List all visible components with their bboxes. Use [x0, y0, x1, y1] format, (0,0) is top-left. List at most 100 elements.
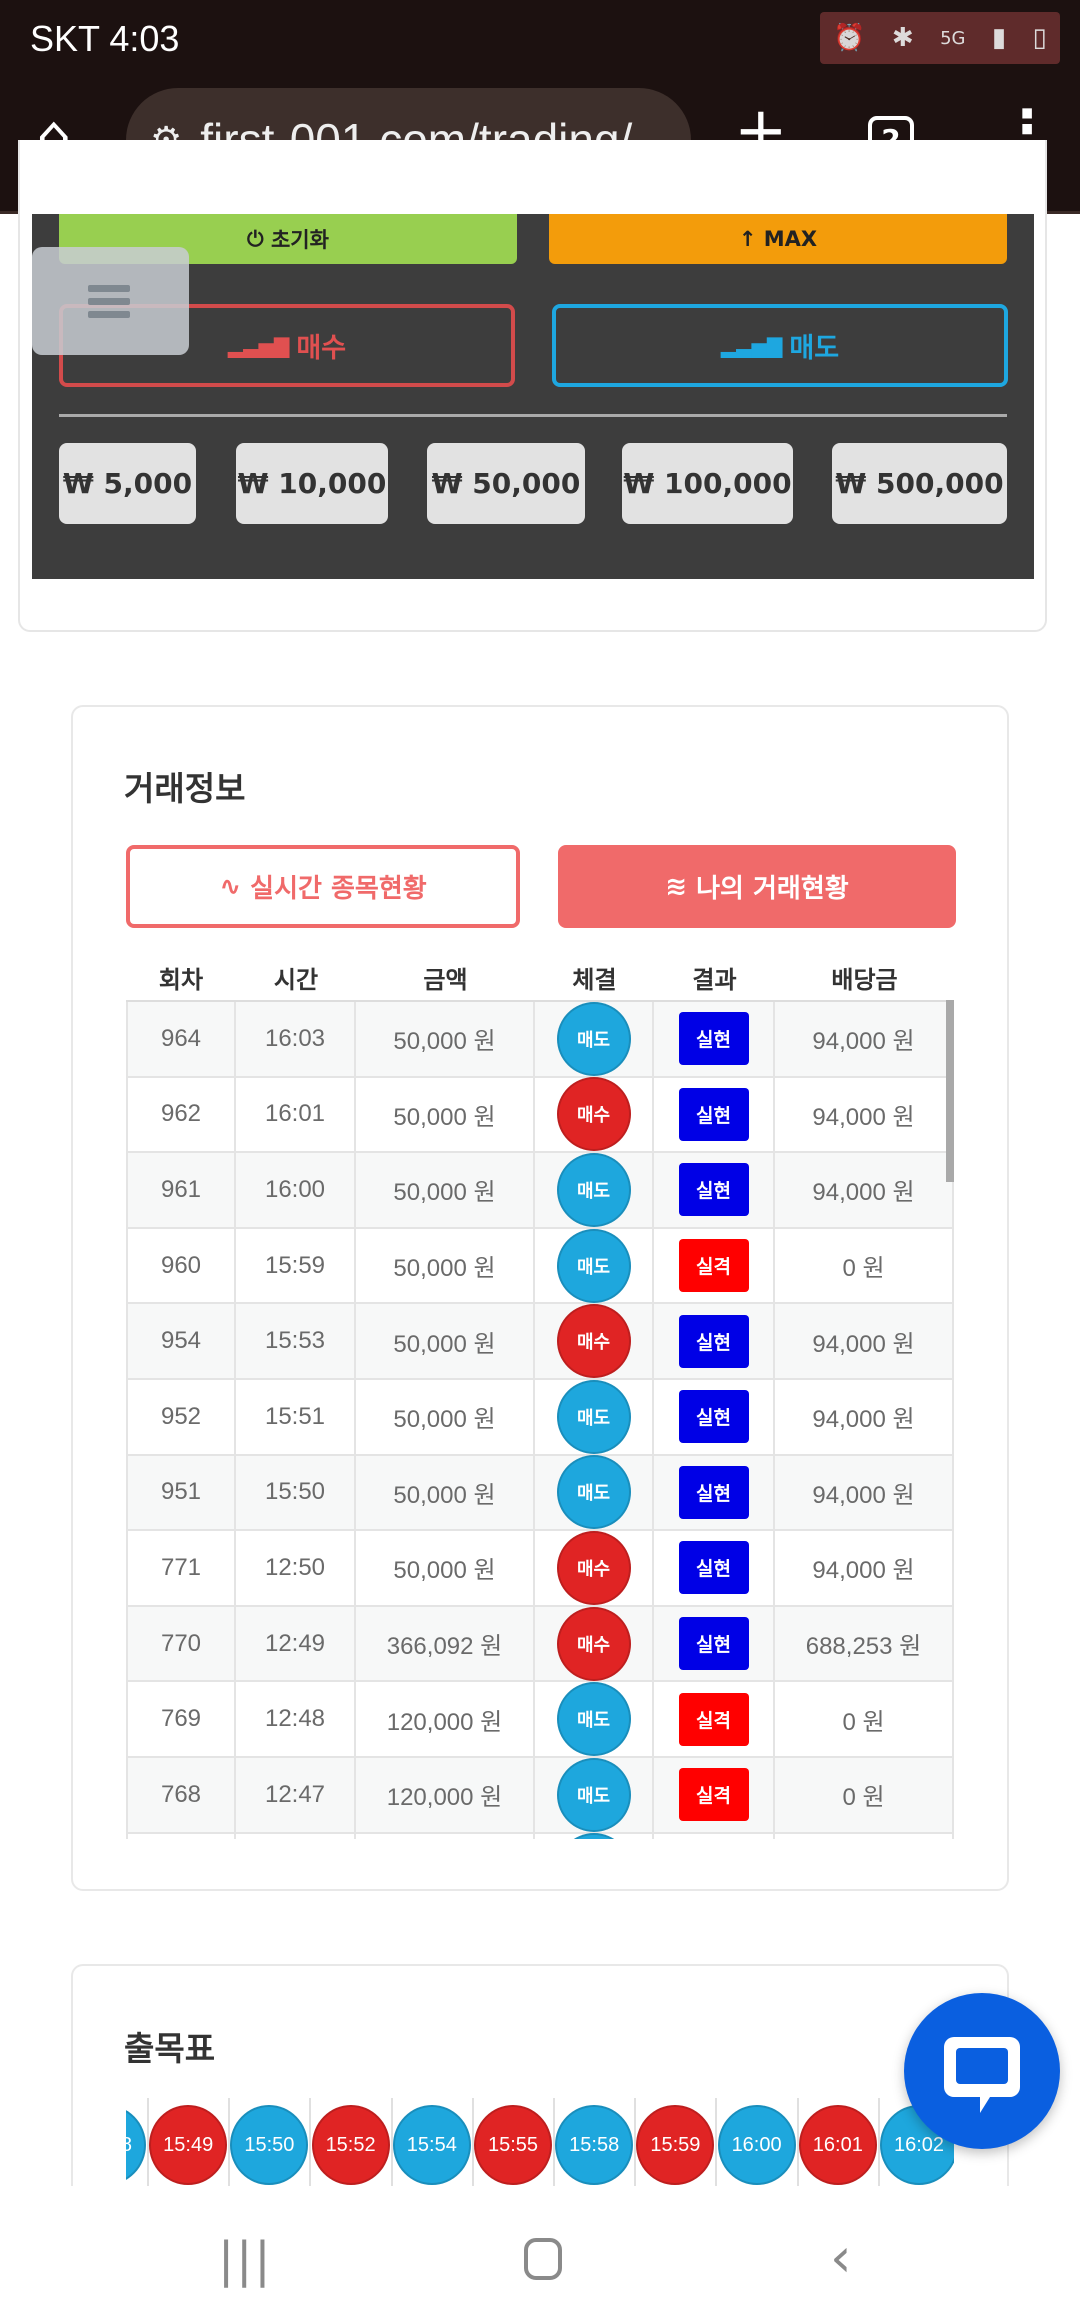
amount-button-50000[interactable]: ₩ 50,000 — [427, 443, 585, 524]
table-row — [126, 1833, 954, 1839]
table-row: 961 16:00 50,000 원 매도 실현 94,000 원 — [126, 1152, 954, 1229]
sell-badge — [556, 1833, 631, 1839]
divider — [59, 414, 1007, 417]
table-scrollbar[interactable] — [946, 1000, 954, 1182]
alarm-icon: ⏰ — [833, 23, 866, 53]
bead-table-grid[interactable]: 15:4815:4915:5015:5215:5415:5515:5815:59… — [126, 2098, 954, 2186]
column-header-result: 결과 — [692, 966, 737, 994]
cell-time: 15:53 — [236, 1304, 356, 1378]
cell-result: 실현 — [654, 1455, 775, 1530]
sell-button[interactable]: ▂▃▅▇ 매도 — [552, 304, 1008, 387]
cell-round: 960 — [126, 1228, 236, 1303]
status-icons: ⏰ ✱ 5G ▮ ▯ — [820, 12, 1060, 64]
table-row: 768 12:47 120,000 원 매도 실격 0 원 — [126, 1757, 954, 1834]
cell-payout: 94,000 원 — [775, 1002, 954, 1076]
signal-bars-icon: ▂▃▅▇ — [720, 333, 790, 358]
cell-amount: 366,092 원 — [356, 1606, 535, 1681]
table-row: 954 15:53 50,000 원 매수 실현 94,000 원 — [126, 1304, 954, 1380]
grid-line — [796, 2098, 799, 2186]
amount-button-10000[interactable]: ₩ 10,000 — [236, 443, 388, 524]
bead-buy: 15:52 — [311, 2105, 390, 2185]
cell-payout: 94,000 원 — [775, 1531, 954, 1605]
cell-amount: 50,000 원 — [356, 1304, 535, 1378]
amount-button-100000[interactable]: ₩ 100,000 — [622, 443, 793, 524]
cell-amount: 120,000 원 — [356, 1682, 535, 1756]
waves-icon: ≋ — [665, 871, 697, 902]
sell-badge: 매도 — [556, 1228, 631, 1303]
sell-badge: 매도 — [556, 1379, 631, 1454]
bluetooth-icon: ✱ — [891, 23, 914, 53]
chat-icon — [944, 2037, 1020, 2113]
trade-info-title: 거래정보 — [124, 769, 246, 808]
table-row: 769 12:48 120,000 원 매도 실격 0 원 — [126, 1682, 954, 1758]
result-badge: 실현 — [678, 1087, 749, 1141]
buy-badge: 매수 — [556, 1304, 631, 1379]
grid-line — [147, 2098, 149, 2186]
cell-time: 15:59 — [236, 1228, 356, 1303]
tab-realtime-status[interactable]: ∿ 실시간 종목현황 — [126, 845, 520, 928]
cell-time: 12:47 — [236, 1758, 356, 1832]
grid-line — [877, 2098, 880, 2186]
cell-amount: 50,000 원 — [356, 1153, 535, 1227]
buy-badge: 매수 — [556, 1077, 631, 1152]
cell-time: 12:49 — [236, 1606, 356, 1681]
cell-side: 매도 — [535, 1455, 654, 1530]
bead-table-title: 출목표 — [124, 2029, 216, 2068]
amount-button-5000[interactable]: ₩ 5,000 — [59, 443, 196, 524]
cell-time: 16:00 — [236, 1153, 356, 1227]
sell-badge: 매도 — [556, 1682, 631, 1757]
cell-round: 952 — [126, 1380, 236, 1454]
cell-time: 12:50 — [236, 1531, 356, 1605]
table-row: 960 15:59 50,000 원 매도 실격 0 원 — [126, 1228, 954, 1305]
cell-amount: 50,000 원 — [356, 1531, 535, 1605]
cell-time: 15:50 — [236, 1455, 356, 1530]
cell-result: 실현 — [654, 1077, 775, 1152]
recent-apps-icon[interactable]: ||| — [218, 2232, 273, 2288]
cell-time — [236, 1833, 356, 1839]
table-row: 951 15:50 50,000 원 매도 실현 94,000 원 — [126, 1455, 954, 1532]
cell-amount — [356, 1833, 535, 1839]
bead-sell: 15:50 — [230, 2105, 309, 2185]
cell-amount: 50,000 원 — [356, 1002, 535, 1076]
home-nav-icon[interactable] — [524, 2238, 562, 2280]
result-badge: 실현 — [678, 1012, 749, 1066]
sell-badge: 매도 — [556, 1152, 631, 1227]
bead-sell: 16:00 — [717, 2105, 796, 2185]
cell-payout: 0 원 — [775, 1682, 954, 1756]
sell-badge: 매도 — [556, 1002, 631, 1076]
status-bar: SKT 4:03 ⏰ ✱ 5G ▮ ▯ — [0, 0, 1080, 82]
result-badge: 실현 — [678, 1163, 749, 1217]
cell-time: 16:03 — [236, 1002, 356, 1076]
column-header-amount: 금액 — [423, 966, 468, 994]
cell-round: 962 — [126, 1077, 236, 1152]
system-nav-bar: ||| ‹ — [0, 2186, 1080, 2316]
tab-my-trades[interactable]: ≋ 나의 거래현황 — [558, 845, 956, 928]
bead-buy: 15:55 — [474, 2105, 552, 2185]
back-icon[interactable]: ‹ — [830, 2226, 852, 2289]
max-button[interactable]: ↑ MAX — [549, 214, 1007, 264]
grid-line — [553, 2098, 555, 2186]
cell-side: 매도 — [535, 1682, 654, 1757]
cell-side: 매도 — [535, 1152, 654, 1227]
cell-side: 매수 — [535, 1077, 654, 1152]
bead-buy: 16:01 — [798, 2105, 877, 2185]
cell-time: 12:48 — [236, 1682, 356, 1756]
signal-bars-icon: ▂▃▅▇ — [227, 333, 297, 358]
chat-button[interactable] — [904, 1993, 1060, 2149]
cell-payout: 94,000 원 — [775, 1077, 954, 1152]
menu-button[interactable] — [32, 247, 189, 355]
cell-result: 실현 — [654, 1380, 775, 1454]
column-header-time: 시간 — [273, 966, 319, 994]
cell-payout: 0 원 — [775, 1228, 954, 1303]
trade-history-table[interactable]: 964 16:03 50,000 원 매도 실현 94,000 원 962 16:01 50,0… — [126, 1000, 954, 1839]
bead-sell: 15:58 — [555, 2105, 634, 2185]
cell-side: 매수 — [535, 1304, 654, 1379]
cell-round: 769 — [126, 1682, 236, 1756]
grid-line — [471, 2098, 474, 2186]
result-badge: 실현 — [678, 1390, 749, 1444]
cell-side: 매도 — [535, 1757, 654, 1832]
amount-button-500000[interactable]: ₩ 500,000 — [832, 443, 1007, 524]
arrow-up-icon: ↑ — [738, 227, 764, 251]
grid-line — [390, 2098, 393, 2186]
cell-payout: 688,253 원 — [775, 1606, 954, 1681]
